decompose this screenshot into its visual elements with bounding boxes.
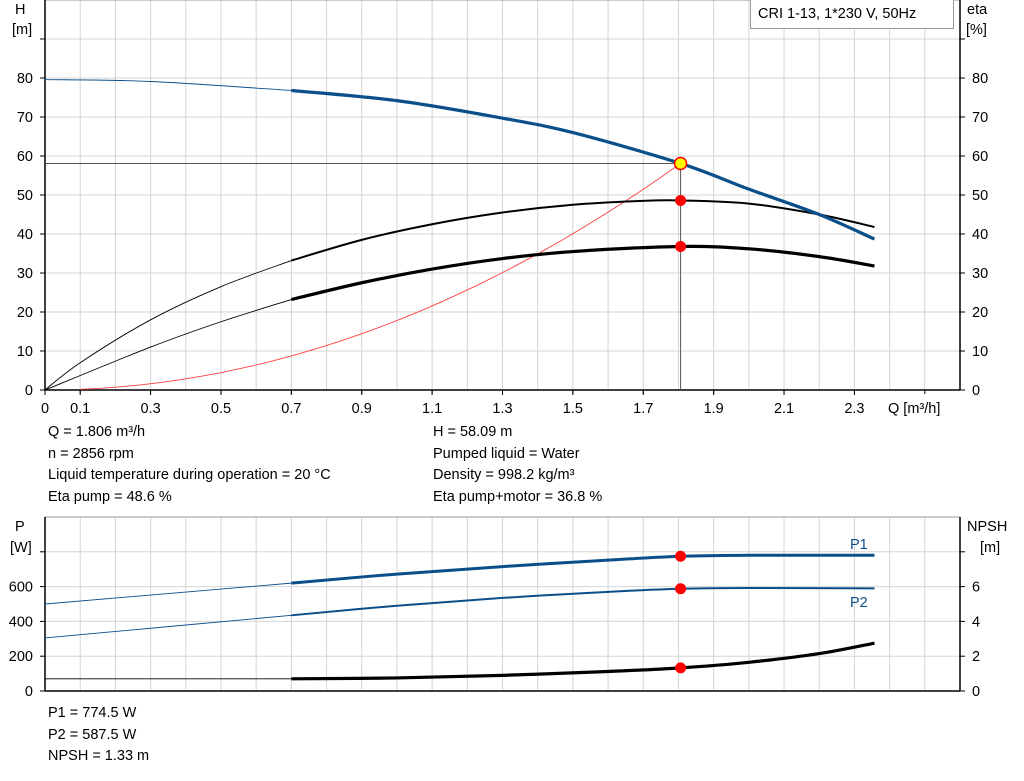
y-tick-label-left: 400 (9, 614, 33, 630)
p1-series-label: P1 (850, 537, 868, 553)
y-tick-label-left: 0 (25, 383, 33, 399)
x-tick-label: 0.5 (211, 401, 231, 417)
y-tick-label-right: 10 (972, 344, 988, 360)
x-tick-label: 2.1 (774, 401, 794, 417)
y-tick-label-right: 60 (972, 149, 988, 165)
y-tick-label-right: 80 (972, 71, 988, 87)
duty-point-p1 (675, 550, 687, 562)
x-tick-label: 1.3 (492, 401, 512, 417)
eta-pump-curve (291, 199, 875, 262)
y-tick-label-left: 0 (25, 684, 33, 700)
info-flow: Q = 1.806 m³/h (48, 424, 146, 440)
y-tick-label-right: 20 (972, 305, 988, 321)
y-tick-label-left: 600 (9, 580, 33, 596)
x-tick-label: 2.3 (844, 401, 864, 417)
x-tick-label: 1.1 (422, 401, 442, 417)
info-p1: P1 = 774.5 W (48, 705, 137, 721)
head-curve (291, 88, 876, 241)
y-tick-label-left: 30 (17, 266, 33, 282)
x-tick-label: 0 (41, 401, 49, 417)
system-curve (80, 163, 681, 390)
duty-point-head (673, 156, 688, 171)
eta-pump-curve-extrapolated (44, 260, 292, 391)
y-tick-label-right: 70 (972, 110, 988, 126)
info-head: H = 58.09 m (433, 424, 513, 440)
info-eta-pump: Eta pump = 48.6 % (48, 488, 172, 505)
x-tick-label: 0.3 (140, 401, 160, 417)
x-tick-label: 1.5 (563, 401, 583, 417)
y-axis-unit-right: [m] (980, 540, 1000, 556)
info-left: Q = 1.806 m³/h n = 2856 rpm Liquid tempe… (48, 422, 331, 508)
y-tick-label-right: 4 (972, 614, 980, 630)
y-axis-unit-left: [W] (10, 540, 32, 556)
head-curve-extrapolated (44, 79, 292, 91)
y-tick-label-right: 0 (972, 383, 980, 399)
eta-pump-motor-curve (290, 244, 875, 302)
p2-curve-extrapolated (44, 614, 292, 639)
duty-point-eta-pump-motor (675, 240, 687, 252)
y-tick-label-left: 70 (17, 110, 33, 126)
y-tick-label-left: 10 (17, 344, 33, 360)
x-tick-label: 0.7 (281, 401, 301, 417)
y-axis-label-right: eta (967, 2, 988, 18)
p1-curve (291, 553, 875, 585)
y-tick-label-left: 20 (17, 305, 33, 321)
y-tick-label-left: 60 (17, 149, 33, 165)
y-axis-unit-left: [m] (12, 22, 32, 38)
info-bottom: P1 = 774.5 W P2 = 587.5 W NPSH = 1.33 m (48, 703, 149, 768)
info-eta-pump-motor: Eta pump+motor = 36.8 % (433, 488, 603, 505)
y-tick-label-right: 30 (972, 266, 988, 282)
x-tick-label: 0.9 (352, 401, 372, 417)
duty-point-p2 (675, 583, 687, 595)
info-density: Density = 998.2 kg/m³ (433, 467, 575, 483)
p2-series-label: P2 (850, 595, 868, 611)
pump-model-legend: CRI 1-13, 1*230 V, 50Hz (750, 0, 954, 29)
info-temperature: Liquid temperature during operation = 20… (48, 467, 331, 483)
y-tick-label-right: 0 (972, 684, 980, 700)
x-axis-label: Q [m³/h] (888, 401, 940, 417)
info-right: H = 58.09 m Pumped liquid = Water Densit… (433, 422, 602, 508)
y-tick-label-right: 6 (972, 580, 980, 596)
y-tick-label-left: 50 (17, 188, 33, 204)
y-tick-label-right: 40 (972, 227, 988, 243)
info-npsh: NPSH = 1.33 m (48, 748, 150, 764)
y-axis-label-right: NPSH (967, 519, 1007, 535)
y-tick-label-left: 200 (9, 649, 33, 665)
eta-pump-motor-curve-extrapolated (44, 299, 292, 391)
p1-curve-extrapolated (44, 582, 292, 605)
y-axis-label-left: P (15, 519, 25, 535)
p2-curve (291, 586, 875, 617)
info-liquid: Pumped liquid = Water (433, 445, 580, 462)
y-tick-label-left: 40 (17, 227, 33, 243)
x-tick-label: 0.1 (70, 401, 90, 417)
y-tick-label-left: 80 (17, 71, 33, 87)
info-p2: P2 = 587.5 W (48, 726, 137, 743)
y-tick-label-right: 2 (972, 649, 980, 665)
info-speed: n = 2856 rpm (48, 445, 134, 462)
npsh-curve (291, 641, 875, 681)
y-axis-unit-right: [%] (966, 22, 987, 38)
duty-point-npsh (675, 662, 687, 674)
y-axis-label-left: H (15, 2, 25, 18)
x-tick-label: 1.7 (633, 401, 653, 417)
duty-point-eta-pump (675, 194, 687, 206)
x-tick-label: 1.9 (704, 401, 724, 417)
y-tick-label-right: 50 (972, 188, 988, 204)
